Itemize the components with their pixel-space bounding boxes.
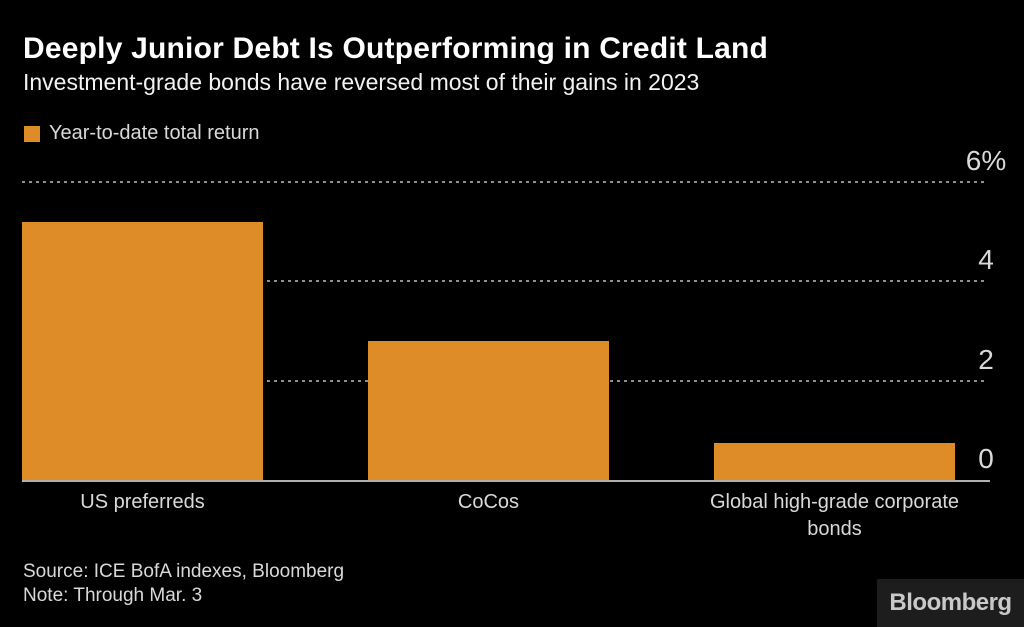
chart-subtitle: Investment-grade bonds have reversed mos… bbox=[23, 69, 700, 95]
x-axis-category-label: US preferreds bbox=[80, 491, 205, 513]
x-axis-category-label: CoCos bbox=[457, 491, 520, 513]
gridline bbox=[22, 181, 987, 183]
bar bbox=[368, 340, 609, 480]
x-axis-line bbox=[22, 480, 990, 482]
gridline bbox=[22, 280, 987, 283]
chart-title: Deeply Junior Debt Is Outperforming in C… bbox=[23, 32, 769, 65]
source-text: Source: ICE BofA indexes, Bloomberg bbox=[23, 561, 345, 582]
legend-label: Year-to-date total return bbox=[49, 122, 260, 144]
y-axis-tick-label: 6% bbox=[965, 145, 1007, 176]
bar bbox=[714, 442, 955, 480]
footnotes: Source: ICE BofA indexes, Bloomberg Note… bbox=[23, 560, 344, 608]
bloomberg-logo-text: Bloomberg bbox=[889, 589, 1012, 616]
legend-swatch-icon bbox=[24, 125, 40, 142]
y-axis-tick-label: 2 bbox=[978, 343, 994, 375]
bar bbox=[22, 221, 263, 480]
x-axis-category-label: Global high-grade corporate bonds bbox=[709, 491, 960, 540]
note-text: Note: Through Mar. 3 bbox=[23, 585, 203, 606]
y-axis-tick-label: 4 bbox=[978, 244, 994, 276]
bloomberg-logo: Bloomberg bbox=[877, 579, 1024, 627]
y-axis-tick-label: 0 bbox=[978, 443, 994, 474]
legend: Year-to-date total return bbox=[24, 122, 260, 145]
